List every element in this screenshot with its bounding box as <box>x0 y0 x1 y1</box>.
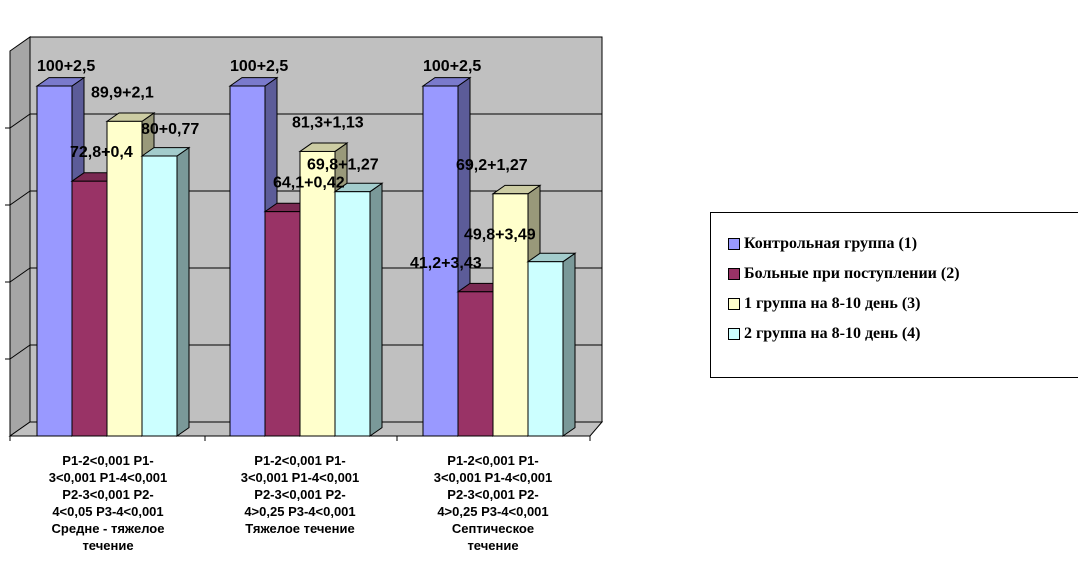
category-label: P1-2<0,001 P1- 3<0,001 P1-4<0,001 P2-3<0,0… <box>240 453 360 536</box>
legend-label: Контрольная группа (1) <box>744 235 918 252</box>
data-label: 69,2+1,27 <box>456 157 528 174</box>
legend-swatch <box>728 328 740 340</box>
data-label: 100+2,5 <box>423 58 481 75</box>
legend-swatch <box>728 268 740 280</box>
side-wall <box>9 36 31 437</box>
bar <box>140 146 191 437</box>
data-label: 81,3+1,13 <box>292 114 364 131</box>
gridline-side <box>9 190 31 206</box>
legend-item: 2 группа на 8-10 день (4) <box>711 319 1078 349</box>
legend-swatch <box>728 238 740 250</box>
data-label: 89,9+2,1 <box>91 84 154 101</box>
legend-swatch <box>728 298 740 310</box>
data-label: 100+2,5 <box>37 58 95 75</box>
legend-item: Больные при поступлении (2) <box>711 259 1078 289</box>
data-label: 80+0,77 <box>141 121 199 138</box>
category-label: P1-2<0,001 P1- 3<0,001 P1-4<0,001 P2-3<0,0… <box>433 453 553 553</box>
gridline-side <box>9 113 31 129</box>
gridline-side <box>9 267 31 283</box>
bar <box>333 182 384 437</box>
data-label: 100+2,5 <box>230 58 288 75</box>
legend-label: 2 группа на 8-10 день (4) <box>744 325 921 342</box>
data-label: 72,8+0,4 <box>70 144 133 161</box>
legend-label: Больные при поступлении (2) <box>744 265 960 282</box>
legend-item: Контрольная группа (1) <box>711 229 1078 259</box>
bar <box>526 252 577 437</box>
data-label: 64,1+0,42 <box>273 175 345 192</box>
category-label: P1-2<0,001 P1- 3<0,001 P1-4<0,001 P2-3<0,0… <box>48 453 168 553</box>
legend: Контрольная группа (1) Больные при поступ… <box>710 212 1078 378</box>
data-label: 49,8+3,49 <box>464 227 536 244</box>
legend-item: 1 группа на 8-10 день (3) <box>711 289 1078 319</box>
legend-label: 1 группа на 8-10 день (3) <box>744 295 921 312</box>
data-label: 41,2+3,43 <box>410 255 482 272</box>
data-label: 69,8+1,27 <box>307 157 379 174</box>
gridline-side <box>9 344 31 360</box>
